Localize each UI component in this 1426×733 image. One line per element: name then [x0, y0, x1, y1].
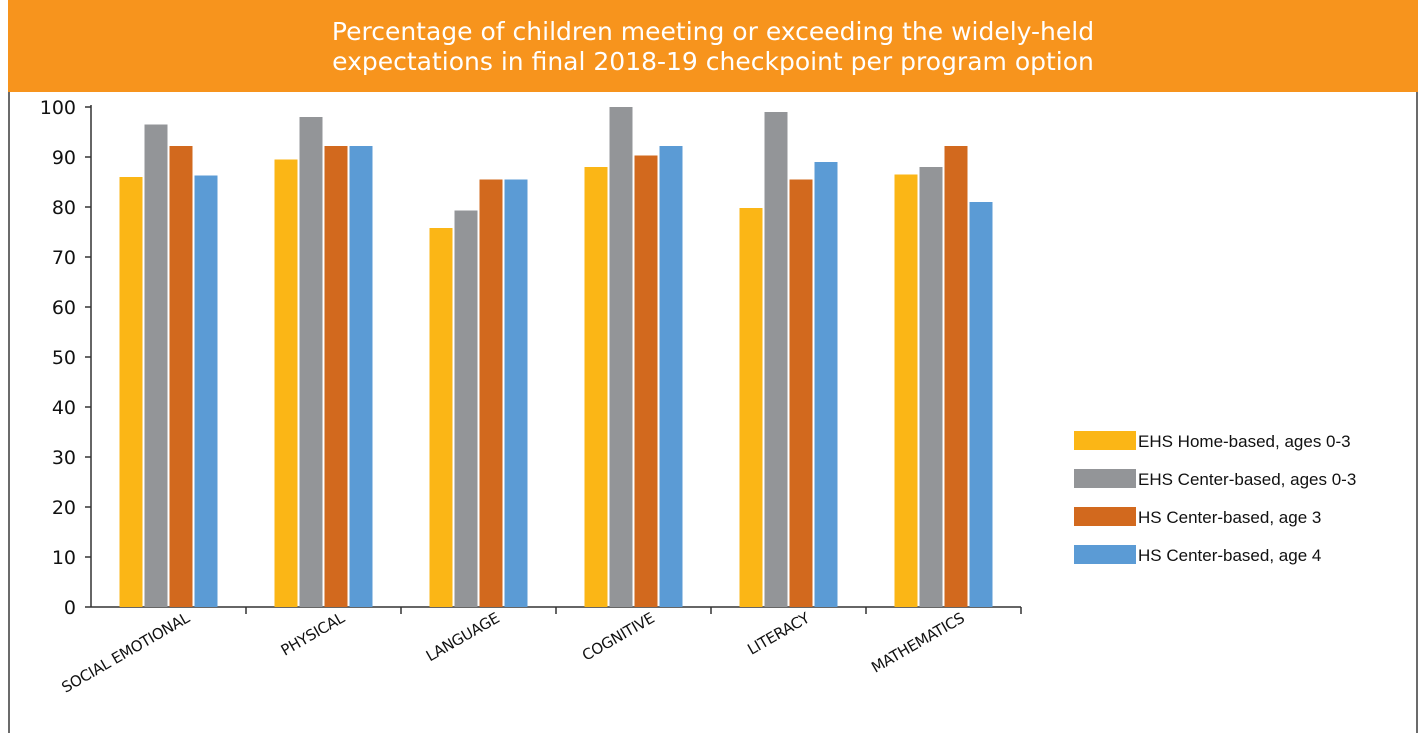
legend-label: HS Center-based, age 4 — [1138, 546, 1321, 565]
y-axis-ticks: 0 10 20 30 40 50 60 70 80 90 100 — [40, 97, 91, 619]
y-tick-label: 40 — [52, 397, 76, 419]
x-category-label: LANGUAGE — [423, 609, 503, 665]
bar-mathematics-series-2 — [944, 146, 968, 607]
bar-cognitive-series-3 — [659, 146, 683, 607]
legend-item: EHS Home-based, ages 0-3 — [1074, 431, 1351, 451]
y-tick-label: 50 — [52, 347, 76, 369]
y-tick-label: 30 — [52, 447, 76, 469]
bar-cognitive-series-1 — [609, 107, 633, 607]
y-tick-label: 0 — [64, 597, 76, 619]
bar-social-emotional-series-0 — [119, 177, 143, 607]
bar-physical-series-3 — [349, 146, 373, 607]
legend-swatch — [1074, 507, 1136, 526]
bar-cognitive-series-2 — [634, 155, 658, 607]
bar-physical-series-2 — [324, 146, 348, 607]
legend: EHS Home-based, ages 0-3 EHS Center-based… — [1074, 431, 1356, 565]
bar-literacy-series-1 — [764, 112, 788, 607]
legend-label: HS Center-based, age 3 — [1138, 508, 1321, 527]
bar-literacy-series-0 — [739, 208, 763, 607]
bar-mathematics-series-0 — [894, 174, 918, 607]
y-tick-label: 10 — [52, 547, 76, 569]
chart-frame — [8, 0, 1418, 733]
bar-social-emotional-series-1 — [144, 124, 168, 607]
x-category-label: PHYSICAL — [278, 608, 349, 659]
y-tick-label: 90 — [52, 147, 76, 169]
y-tick-label: 100 — [40, 97, 76, 119]
bar-social-emotional-series-3 — [194, 175, 218, 607]
x-axis-categories: SOCIAL EMOTIONAL PHYSICAL LANGUAGE COGNITIV… — [59, 607, 1022, 697]
x-category-label: COGNITIVE — [579, 609, 657, 665]
bar-language-series-0 — [429, 228, 453, 607]
legend-item: HS Center-based, age 4 — [1074, 545, 1321, 565]
bar-physical-series-0 — [274, 159, 298, 607]
chart-title-line-2: expectations in final 2018-19 checkpoint… — [332, 47, 1094, 76]
bar-language-series-2 — [479, 179, 503, 607]
chart-title-line-1: Percentage of children meeting or exceed… — [331, 17, 1095, 46]
x-category-label: SOCIAL EMOTIONAL — [59, 608, 194, 696]
chart-axes — [90, 105, 1021, 608]
bar-social-emotional-series-2 — [169, 146, 193, 607]
bar-mathematics-series-1 — [919, 167, 943, 607]
y-tick-label: 80 — [52, 197, 76, 219]
legend-swatch — [1074, 469, 1136, 488]
bar-literacy-series-2 — [789, 179, 813, 607]
y-tick-label: 60 — [52, 297, 76, 319]
bar-cognitive-series-0 — [584, 167, 608, 607]
legend-label: EHS Home-based, ages 0-3 — [1138, 432, 1351, 451]
legend-item: EHS Center-based, ages 0-3 — [1074, 469, 1356, 489]
chart-title: Percentage of children meeting or exceed… — [8, 0, 1418, 92]
legend-swatch — [1074, 545, 1136, 564]
bars — [119, 107, 993, 607]
legend-label: EHS Center-based, ages 0-3 — [1138, 470, 1356, 489]
x-category-label: MATHEMATICS — [868, 609, 967, 677]
y-tick-label: 70 — [52, 247, 76, 269]
bar-literacy-series-3 — [814, 162, 838, 607]
x-category-label: LITERACY — [744, 608, 813, 658]
y-tick-label: 20 — [52, 497, 76, 519]
bar-language-series-1 — [454, 210, 478, 607]
legend-swatch — [1074, 431, 1136, 450]
bar-physical-series-1 — [299, 117, 323, 607]
bar-language-series-3 — [504, 179, 528, 607]
bar-mathematics-series-3 — [969, 202, 993, 607]
legend-item: HS Center-based, age 3 — [1074, 507, 1321, 527]
